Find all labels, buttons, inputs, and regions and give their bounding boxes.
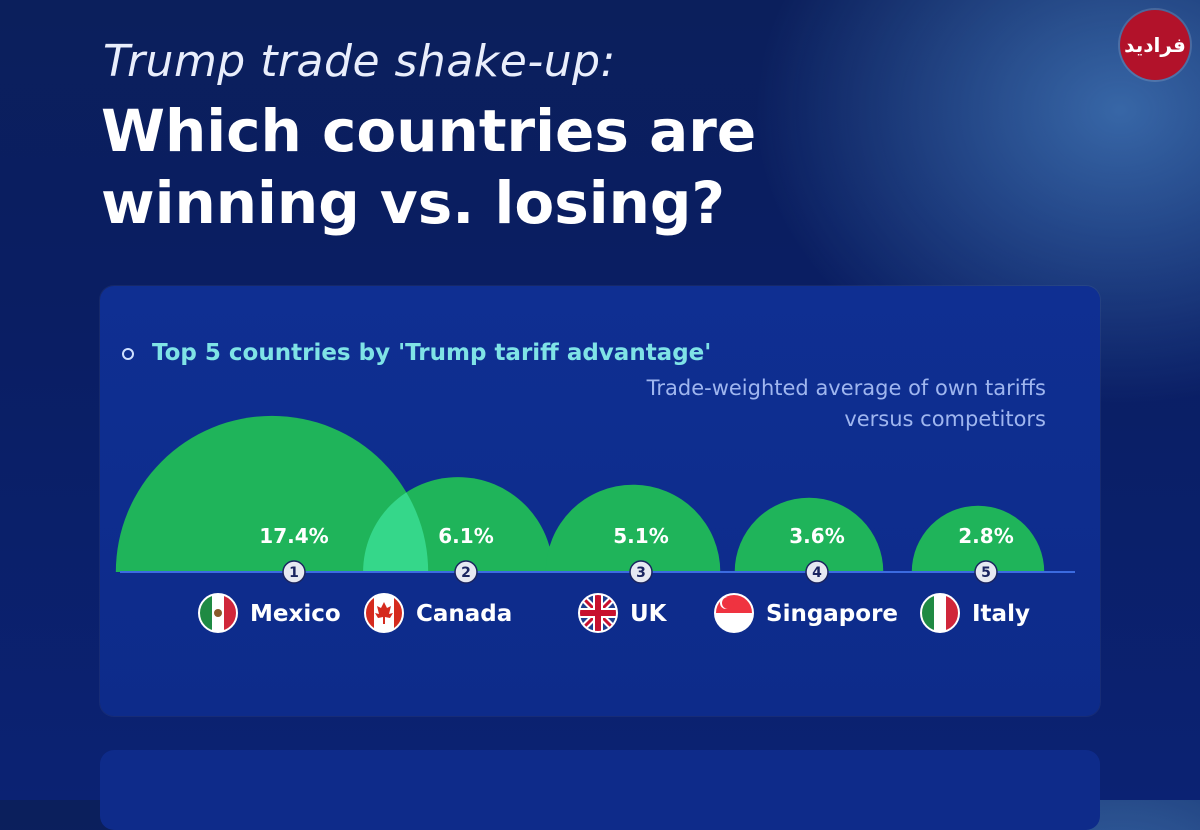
- rank-badge-2: [454, 560, 478, 584]
- rank-badge-1: [282, 560, 306, 584]
- value-label-uk: 5.1%: [613, 524, 668, 548]
- rank-badge-4: [805, 560, 829, 584]
- bubble-italy: [911, 505, 1045, 572]
- value-label-canada: 6.1%: [438, 524, 493, 548]
- page-title: Which countries are winning vs. losing?: [101, 97, 757, 237]
- rank-label-1: 1: [289, 565, 299, 581]
- rank-badge-3: [629, 560, 653, 584]
- country-label-uk: UK: [630, 601, 668, 627]
- value-label-singapore: 3.6%: [789, 524, 844, 548]
- bubble-singapore: [734, 497, 884, 572]
- bubble-uk: [545, 484, 721, 572]
- subtitle: Trump trade shake-up:: [103, 36, 616, 87]
- card-title: Top 5 countries by 'Trump tariff advanta…: [152, 340, 712, 366]
- rank-badge-5: [974, 560, 998, 584]
- canada-flag-icon: [364, 593, 404, 633]
- mexico-flag-icon: [198, 593, 238, 633]
- value-label-italy: 2.8%: [958, 524, 1013, 548]
- singapore-flag-icon: [714, 593, 754, 633]
- country-label-canada: Canada: [416, 601, 512, 627]
- value-label-mexico: 17.4%: [259, 524, 328, 548]
- logo-text: فرادید: [1124, 33, 1186, 57]
- uk-flag-icon: [578, 593, 618, 633]
- bubble-chart: 17.4% 1 Mexico 6.1% 2 Canada 5.1% 3 UK 3.6% 4 Singa…: [115, 415, 1075, 633]
- country-label-mexico: Mexico: [250, 601, 341, 627]
- bubble-mexico: [115, 415, 429, 572]
- rank-label-4: 4: [812, 565, 822, 581]
- rank-label-5: 5: [981, 565, 991, 581]
- bullet-icon: [122, 348, 134, 360]
- rank-label-3: 3: [636, 565, 646, 581]
- rank-label-2: 2: [461, 565, 471, 581]
- country-label-italy: Italy: [972, 601, 1030, 627]
- chart-note: Trade-weighted average of own tariffs ve…: [646, 376, 1046, 431]
- logo: فرادید: [1120, 10, 1190, 80]
- italy-flag-icon: [920, 593, 960, 633]
- country-label-singapore: Singapore: [766, 601, 898, 627]
